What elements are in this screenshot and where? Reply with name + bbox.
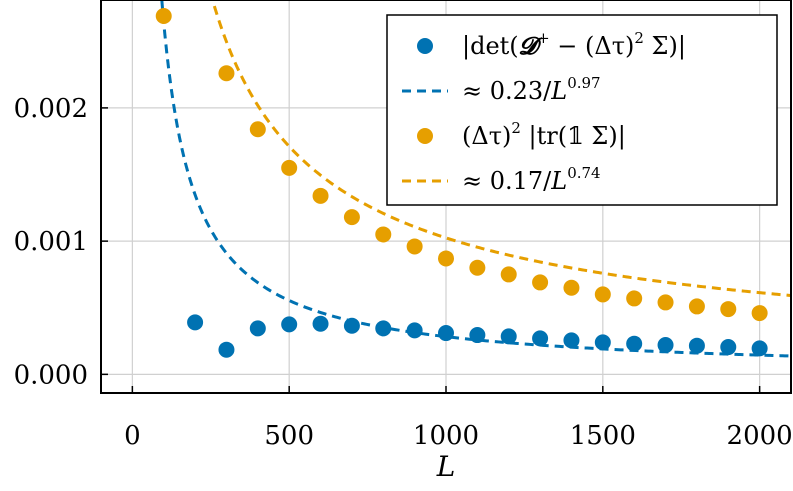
data-point — [688, 298, 705, 315]
x-tick-label: 1500 — [570, 421, 636, 451]
data-point — [469, 259, 486, 276]
data-point — [563, 332, 580, 349]
data-point — [720, 301, 737, 318]
data-point — [720, 339, 737, 356]
data-point — [532, 330, 549, 347]
data-point — [688, 337, 705, 354]
data-point — [281, 159, 298, 176]
legend-box — [386, 14, 778, 206]
data-point — [438, 250, 454, 267]
data-point — [626, 290, 643, 307]
data-point — [218, 341, 235, 358]
data-point — [657, 294, 674, 311]
data-point — [155, 7, 172, 24]
data-point — [532, 274, 549, 291]
data-point — [751, 305, 768, 322]
fit-line-3 — [211, 0, 791, 298]
data-point — [500, 328, 517, 345]
data-point — [375, 320, 392, 337]
data-point — [312, 187, 329, 204]
axis-ticks — [101, 107, 761, 393]
data-points — [155, 7, 768, 358]
data-point — [657, 337, 674, 354]
fit-curves — [160, 0, 791, 358]
data-point — [249, 320, 266, 337]
data-point — [375, 226, 392, 243]
x-axis-label: L — [436, 450, 456, 483]
data-point — [438, 325, 454, 342]
data-point — [563, 279, 580, 296]
data-point — [281, 316, 298, 333]
y-tick-label: 0.002 — [14, 94, 88, 124]
data-point — [594, 286, 611, 303]
data-point — [626, 335, 643, 352]
legend-entry-2: (Δτ)2 |tr(𝟙 Σ)| — [417, 119, 626, 151]
data-point — [343, 209, 360, 226]
data-point — [469, 327, 486, 344]
legend-label: |det(𝓓+ − (Δτ)2 Σ)| — [462, 29, 686, 61]
data-point — [751, 340, 768, 357]
data-point — [406, 238, 423, 255]
legend: |det(𝓓+ − (Δτ)2 Σ)| ≈ 0.23/L0.97 (Δτ)2 |tr… — [386, 14, 778, 206]
data-point — [187, 314, 204, 331]
legend-entry-3: ≈ 0.17/L0.74 — [402, 164, 601, 195]
y-tick-label: 0.001 — [14, 227, 88, 257]
x-tick-label: 2000 — [727, 421, 793, 451]
legend-point-marker — [417, 38, 433, 54]
x-tick-label: 0 — [124, 421, 141, 451]
y-tick-label: 0.000 — [14, 360, 88, 390]
x-tick-label: 500 — [264, 421, 314, 451]
data-point — [343, 317, 360, 334]
legend-entry-0: |det(𝓓+ − (Δτ)2 Σ)| — [417, 29, 686, 61]
data-point — [594, 334, 611, 351]
fit-line-1 — [160, 0, 791, 358]
legend-label: ≈ 0.23/L0.97 — [462, 74, 601, 105]
data-point — [218, 65, 235, 82]
x-tick-label: 1000 — [413, 421, 479, 451]
legend-label: (Δτ)2 |tr(𝟙 Σ)| — [462, 119, 626, 151]
data-point — [249, 121, 266, 138]
legend-label: ≈ 0.17/L0.74 — [462, 164, 601, 195]
tick-labels: 0 500 1000 1500 2000 0.000 0.001 0.002 — [14, 94, 793, 451]
data-point — [312, 315, 329, 332]
legend-point-marker — [417, 128, 433, 144]
legend-entry-1: ≈ 0.23/L0.97 — [402, 74, 601, 105]
data-point — [500, 266, 517, 283]
data-point — [406, 322, 423, 339]
